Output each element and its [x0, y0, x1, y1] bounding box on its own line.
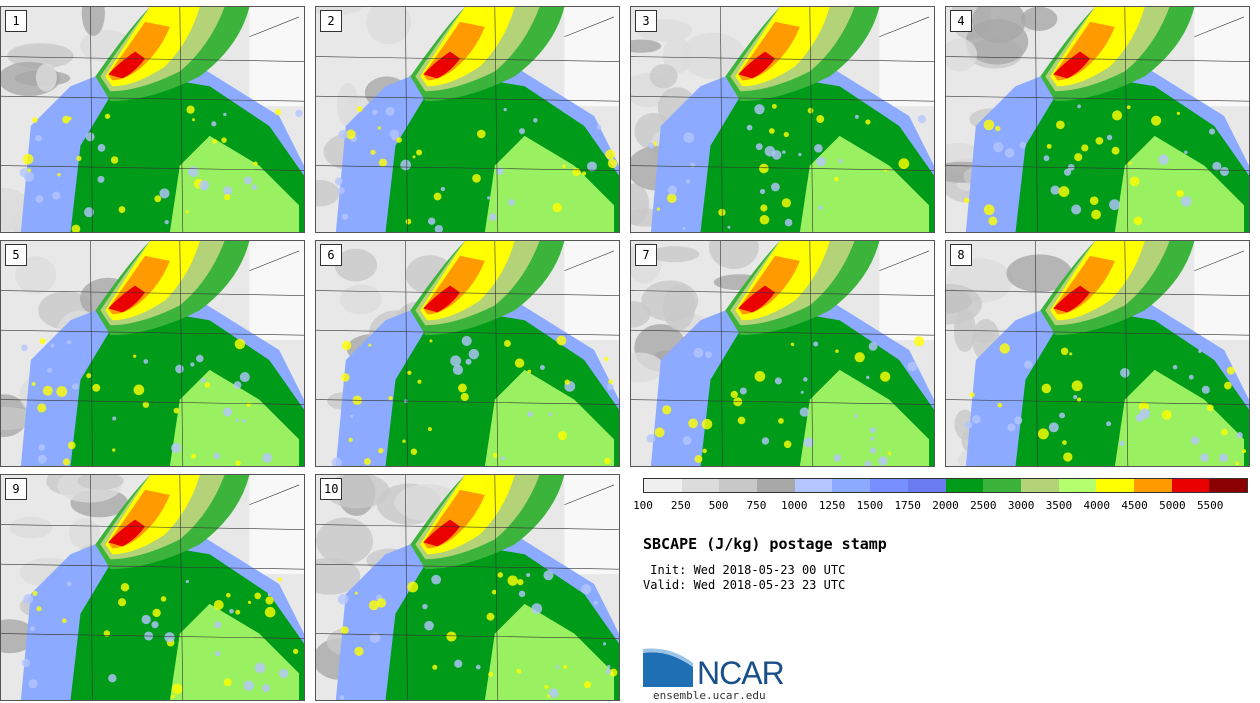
panel-label: 6	[320, 244, 342, 266]
colorbar-swatch	[1096, 479, 1134, 492]
colorbar-tick-label: 4500	[1121, 499, 1148, 512]
cape-map	[1, 241, 304, 466]
cape-map	[946, 7, 1249, 232]
panel-label: 9	[5, 478, 27, 500]
panel-label: 8	[950, 244, 972, 266]
panel-label: 2	[320, 10, 342, 32]
member-panel-10: 10	[315, 474, 620, 701]
cape-map	[316, 7, 619, 232]
member-panel-4: 4	[945, 6, 1250, 233]
cape-map	[316, 475, 619, 700]
sbcape-colorbar	[643, 478, 1248, 493]
valid-time: Valid: Wed 2018-05-23 23 UTC	[643, 578, 846, 592]
website-text: ensemble.ucar.edu	[653, 689, 766, 702]
colorbar-swatch	[1058, 479, 1097, 492]
member-panel-8: 8	[945, 240, 1250, 467]
panel-label: 10	[320, 478, 343, 500]
colorbar-tick-label: 3000	[1007, 499, 1035, 512]
panel-label: 4	[950, 10, 972, 32]
colorbar-tick-label: 1250	[818, 499, 846, 512]
cape-map	[1, 7, 304, 232]
ncar-logo-text: NCAR	[697, 655, 785, 691]
colorbar-swatch	[1171, 479, 1210, 492]
colorbar-tick-label: 1500	[856, 499, 884, 512]
member-panel-3: 3	[630, 6, 935, 233]
colorbar-tick-label: 500	[708, 499, 729, 512]
colorbar-swatch	[644, 479, 682, 492]
cape-map	[1, 475, 304, 700]
colorbar-tick-label: 1000	[781, 499, 808, 512]
colorbar-tick-label: 100	[633, 499, 653, 512]
colorbar-tick-label: 3500	[1045, 499, 1073, 512]
member-panel-6: 6	[315, 240, 620, 467]
cape-map	[631, 241, 934, 466]
member-panel-1: 1	[0, 6, 305, 233]
colorbar-swatch	[719, 479, 758, 492]
panel-label: 3	[635, 10, 657, 32]
cape-map	[316, 241, 619, 466]
colorbar-swatch	[870, 479, 908, 492]
colorbar-tick-label: 2000	[932, 499, 959, 512]
init-time: Init: Wed 2018-05-23 00 UTC	[643, 563, 846, 577]
panel-label: 7	[635, 244, 657, 266]
colorbar-tick-label: 2500	[970, 499, 997, 512]
colorbar-tick-label: 1750	[894, 499, 921, 512]
colorbar-tick-label: 5000	[1159, 499, 1186, 512]
colorbar-swatch	[983, 479, 1021, 492]
colorbar-swatch	[794, 479, 833, 492]
member-panel-7: 7	[630, 240, 935, 467]
colorbar-swatch	[945, 479, 984, 492]
member-panel-5: 5	[0, 240, 305, 467]
panel-label: 5	[5, 244, 27, 266]
colorbar-swatch	[1020, 479, 1059, 492]
colorbar-tick-label: 750	[746, 499, 767, 512]
member-panel-2: 2	[315, 6, 620, 233]
panel-label: 1	[5, 10, 27, 32]
chart-title: SBCAPE (J/kg) postage stamp	[643, 535, 887, 553]
colorbar-swatch	[681, 479, 720, 492]
colorbar-swatch	[757, 479, 795, 492]
ncar-logo-icon	[643, 648, 693, 687]
cape-map	[631, 7, 934, 232]
colorbar-tick-label: 5500	[1196, 499, 1224, 512]
colorbar-swatch	[832, 479, 871, 492]
colorbar-swatch	[907, 479, 946, 492]
colorbar-swatch	[1133, 479, 1172, 492]
colorbar-tick-label: 250	[670, 499, 691, 512]
colorbar-ticks: 100 250 500 750 1000 1250 1500 1750 2000 2500 3000…	[633, 499, 1248, 513]
colorbar-tick-label: 4000	[1083, 499, 1111, 512]
colorbar-swatch	[1209, 479, 1247, 492]
cape-map	[946, 241, 1249, 466]
member-panel-9: 9	[0, 474, 305, 701]
